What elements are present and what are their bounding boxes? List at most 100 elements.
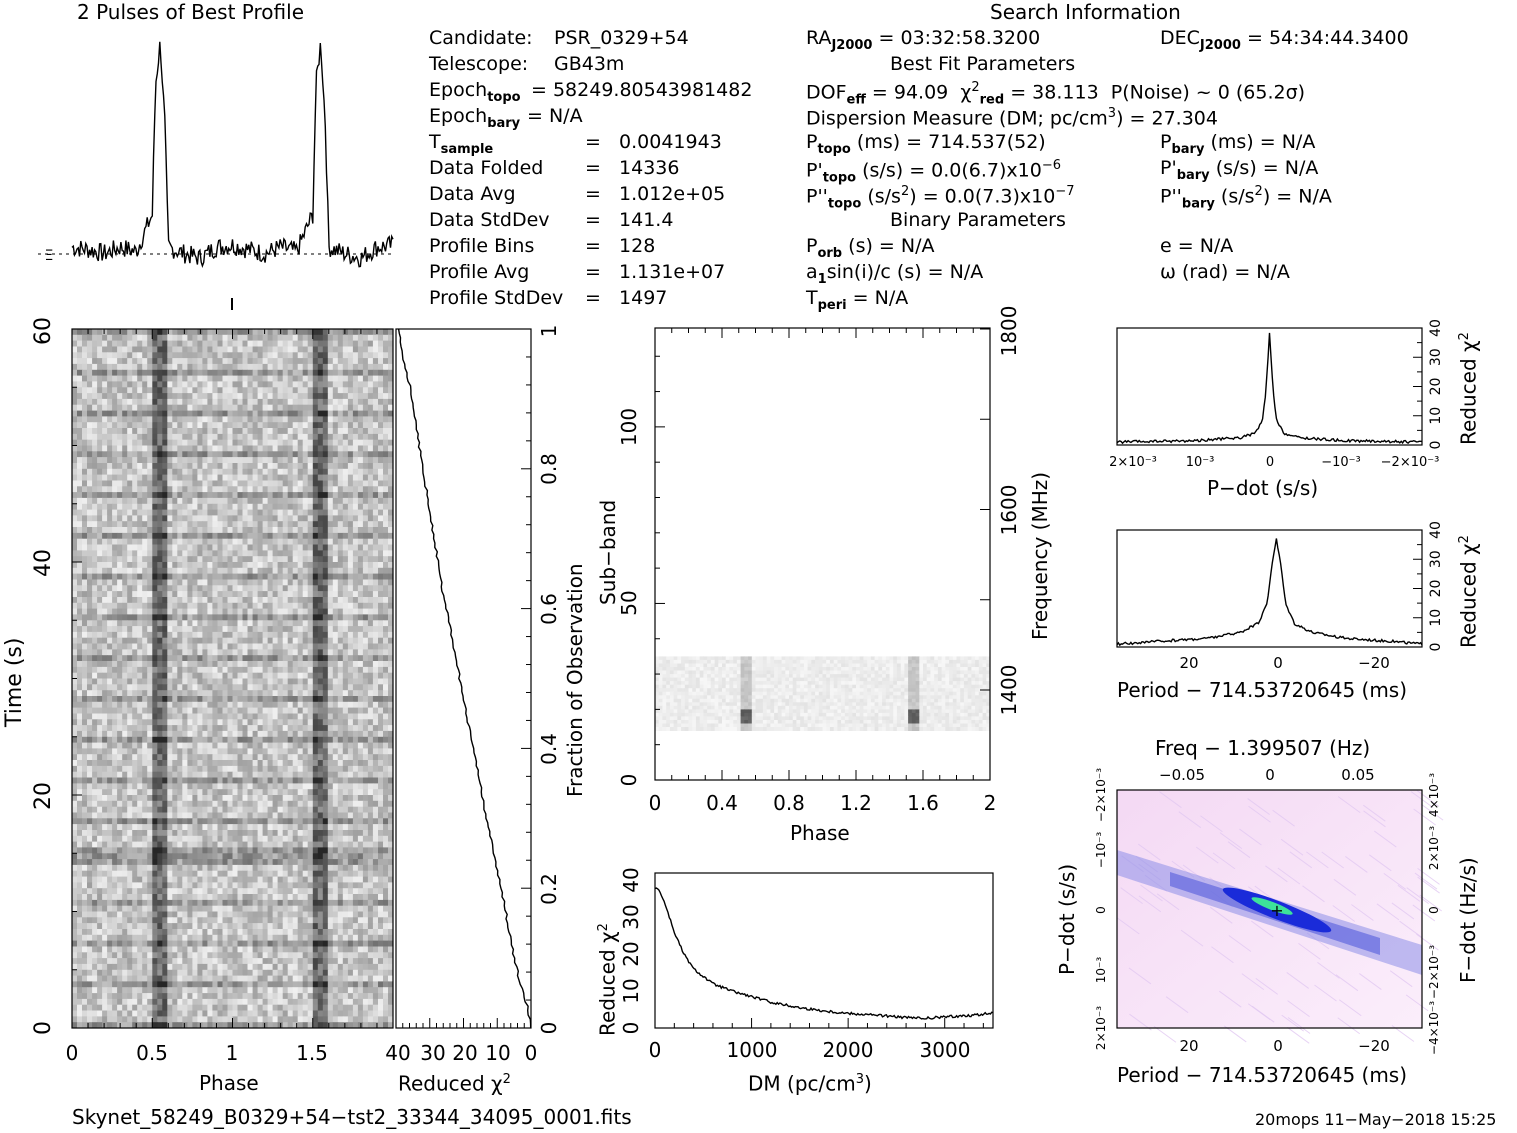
time-phase-cell [362,725,369,732]
time-phase-cell [342,375,349,382]
time-phase-cell [137,649,143,656]
time-phase-cell [192,480,198,487]
time-phase-cell [262,684,269,691]
time-phase-cell [342,765,349,773]
time-phase-cell [322,562,329,569]
time-phase-cell [307,387,314,394]
time-phase-cell [327,492,334,499]
time-phase-cell [287,463,294,470]
time-phase-cell [222,591,228,598]
time-phase-cell [327,468,334,475]
time-phase-cell [383,416,389,423]
time-phase-cell [142,492,148,499]
time-phase-cell [357,521,364,528]
time-phase-cell [82,661,88,668]
time-phase-cell [347,614,354,621]
time-phase-cell [277,562,284,569]
time-phase-cell [157,602,163,609]
time-phase-cell [297,497,304,505]
time-phase-cell [117,649,123,656]
time-phase-cell [237,614,243,621]
time-phase-cell [142,340,148,347]
time-phase-cell [297,678,304,685]
time-phase-cell [332,725,339,732]
time-phase-cell [327,556,334,563]
time-phase-cell [217,684,223,691]
time-phase-cell [312,340,319,347]
time-phase-cell [277,707,284,714]
time-phase-cell [312,492,319,499]
time-phase-cell [332,597,339,604]
time-phase-cell [367,765,374,773]
time-phase-cell [267,597,274,604]
time-phase-cell [217,696,223,703]
time-phase-cell [197,666,203,674]
time-phase-cell [272,690,279,697]
time-phase-cell [257,567,264,574]
time-phase-cell [187,422,193,429]
time-phase-cell [242,474,248,481]
time-phase-cell [332,719,339,726]
time-phase-cell [322,678,329,685]
time-phase-cell [197,678,203,685]
time-phase-cell [107,620,113,627]
time-phase-cell [152,398,158,406]
time-phase-cell [147,346,153,353]
time-phase-cell [147,393,153,400]
time-phase-cell [222,696,228,703]
time-phase-cell [192,602,198,609]
time-phase-cell [267,527,274,534]
time-phase-cell [383,579,389,586]
time-phase-cell [327,433,334,441]
time-phase-cell [167,433,173,441]
time-phase-cell [282,591,289,598]
time-phase-cell [162,428,168,435]
time-phase-cell [247,457,253,464]
time-phase-cell [307,765,314,773]
time-phase-cell [217,655,223,662]
time-phase-cell [72,334,78,341]
time-phase-cell [367,433,374,441]
time-phase-cell [378,556,384,563]
time-phase-cell [272,631,279,639]
time-phase-cell [267,649,274,656]
time-phase-cell [162,503,168,510]
time-phase-cell [342,544,349,551]
time-phase-cell [232,748,238,755]
time-phase-cell [342,614,349,621]
time-phase-cell [388,701,394,708]
time-phase-cell [372,480,379,487]
time-phase-cell [117,620,123,627]
time-phase-cell [167,474,173,481]
time-phase-cell [162,492,168,499]
time-phase-cell [197,363,203,371]
time-phase-cell [312,707,319,714]
time-phase-cell [388,457,394,464]
time-phase-cell [177,474,183,481]
time-phase-cell [202,707,208,714]
time-phase-cell [282,474,289,481]
time-phase-cell [97,527,103,534]
time-phase-cell [262,346,269,353]
time-phase-cell [112,591,118,598]
time-phase-cell [107,771,113,778]
time-phase-cell [302,509,309,516]
porb-value: (s) = N/A [848,235,935,257]
time-phase-cell [97,736,103,743]
time-phase-cell [292,428,299,435]
time-phase-cell [122,649,128,656]
time-phase-cell [282,736,289,743]
time-phase-cell [302,329,309,336]
time-phase-cell [287,346,294,353]
time-phase-cell [342,521,349,528]
time-phase-cell [222,661,228,668]
time-phase-cell [127,748,133,755]
time-phase-cell [222,474,228,481]
time-phase-cell [282,562,289,569]
time-phase-cell [187,631,193,639]
time-phase-cell [327,463,334,470]
time-phase-cell [307,422,314,429]
time-phase-cell [237,329,243,336]
time-phase-cell [297,713,304,720]
time-phase-cell [107,707,113,714]
